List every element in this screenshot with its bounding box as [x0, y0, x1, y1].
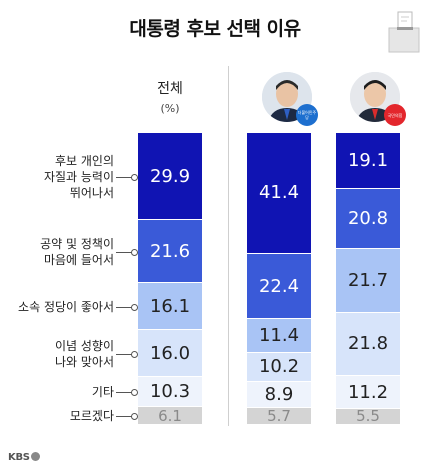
- leader-dot: [131, 389, 138, 397]
- data-label: 10.2: [258, 356, 300, 378]
- leader-dot: [131, 303, 138, 311]
- column-unit: (%): [160, 102, 180, 115]
- data-label: 5.5: [356, 407, 380, 426]
- party-badge-democratic: 더불어민주당: [296, 104, 318, 126]
- leader-dot: [131, 350, 138, 358]
- bar-segment: 20.8: [336, 188, 400, 249]
- leader-line: [116, 392, 132, 394]
- bar-segment: 21.7: [336, 249, 400, 312]
- column-name: 전체: [157, 81, 183, 97]
- bar-segment: 22.4: [247, 253, 311, 319]
- data-label: 10.3: [149, 381, 191, 403]
- candidate-avatar: [262, 72, 312, 122]
- party-badge-ppp: 국민의힘: [384, 104, 406, 126]
- bar-segment: 21.6: [138, 220, 202, 283]
- category-label-line: 기타: [91, 385, 114, 400]
- bar-segment: 5.5: [336, 407, 400, 426]
- data-label: 21.8: [347, 333, 389, 355]
- leader-dot: [131, 413, 138, 421]
- category-label-line: 마음에 들어서: [43, 252, 114, 267]
- data-label: 5.7: [267, 407, 291, 426]
- data-label: 21.6: [149, 240, 191, 262]
- bar-segment: 16.0: [138, 330, 202, 377]
- leader-line: [116, 306, 132, 308]
- leader-line: [116, 176, 132, 178]
- data-label: 29.9: [149, 165, 191, 187]
- category-label-line: 소속 정당이 좋아서: [18, 299, 114, 314]
- kbs-logo-icon: [30, 452, 40, 461]
- data-label: 21.7: [347, 270, 389, 292]
- bar-segment: 11.4: [247, 319, 311, 352]
- bar-segment: 29.9: [138, 133, 202, 220]
- chart-title: 대통령 후보 선택 이유: [129, 18, 301, 40]
- bar-segment: 10.2: [247, 352, 311, 382]
- column-divider: [228, 66, 229, 426]
- category-label: 후보 개인의 자질과 능력이 뛰어나서: [18, 153, 114, 201]
- data-label: 16.1: [149, 295, 191, 317]
- data-label: 11.4: [258, 324, 300, 346]
- category-label: 이념 성향이 나와 맞아서: [18, 338, 114, 370]
- category-label-line: 모르겠다: [69, 409, 114, 424]
- leader-dot: [131, 248, 138, 256]
- bar-segment: 19.1: [336, 133, 400, 188]
- bar-segment: 11.2: [336, 376, 400, 408]
- data-label: 6.1: [158, 406, 182, 425]
- category-label-line: 이념 성향이: [54, 338, 114, 353]
- category-label: 공약 및 정책이 마음에 들어서: [18, 236, 114, 268]
- bar-segment: 16.1: [138, 283, 202, 330]
- category-label-line: 후보 개인의: [54, 153, 114, 168]
- category-label-line: 나와 맞아서: [54, 354, 114, 369]
- data-label: 11.2: [347, 381, 389, 403]
- data-label: 8.9: [264, 384, 294, 406]
- bar-segment: 41.4: [247, 133, 311, 253]
- category-label-line: 뛰어나서: [69, 185, 114, 200]
- data-label: 41.4: [258, 182, 300, 204]
- column-header-total: 전체 (%): [138, 78, 202, 115]
- category-label-line: 자질과 능력이: [43, 169, 114, 184]
- candidate-portrait-icon: [262, 72, 312, 122]
- data-label: 20.8: [347, 208, 389, 230]
- data-label: 16.0: [149, 342, 191, 364]
- brand-logo: KBS: [8, 452, 40, 463]
- bar-segment: 5.7: [247, 407, 311, 426]
- leader-dot: [131, 173, 138, 181]
- category-label: 기타: [18, 384, 114, 400]
- category-label: 모르겠다: [18, 408, 114, 424]
- data-label: 22.4: [258, 275, 300, 297]
- leader-line: [116, 416, 132, 418]
- category-label-line: 공약 및 정책이: [40, 236, 114, 251]
- ballot-box-icon: [388, 11, 420, 53]
- category-label: 소속 정당이 좋아서: [18, 299, 114, 315]
- bar-segment: 10.3: [138, 377, 202, 407]
- leader-line: [116, 251, 132, 253]
- data-label: 19.1: [347, 149, 389, 171]
- bar-segment: 6.1: [138, 406, 202, 425]
- bar-segment: 21.8: [336, 312, 400, 376]
- leader-line: [116, 353, 132, 355]
- bar-segment: 8.9: [247, 382, 311, 408]
